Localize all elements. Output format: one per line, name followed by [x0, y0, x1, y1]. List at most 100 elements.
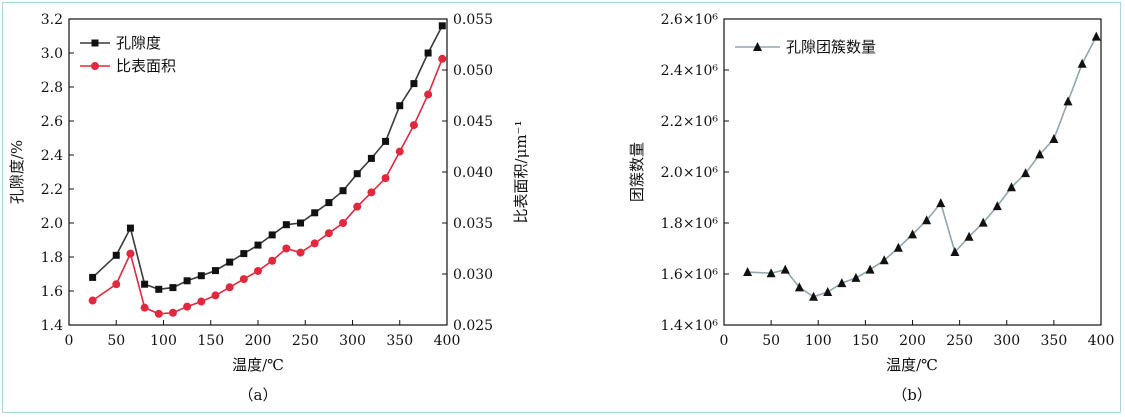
- x-tick-label-b: 300: [993, 333, 1020, 349]
- series-line-b-0: [747, 36, 1097, 298]
- data-point-circle: [112, 280, 121, 289]
- y-tick-label-b: 1.6×10⁶: [661, 267, 719, 283]
- x-tick-label-a: 100: [150, 333, 177, 349]
- data-point-circle: [367, 188, 376, 197]
- data-point-triangle: [1035, 149, 1045, 159]
- data-point-circle: [339, 219, 348, 227]
- y-tick-label-a: 1.4: [41, 318, 63, 334]
- data-point-circle: [254, 266, 262, 275]
- data-point-triangle: [936, 198, 946, 208]
- y2-tick-label-a: 0.040: [453, 165, 493, 181]
- data-point-square: [353, 170, 361, 178]
- data-point-circle: [310, 239, 319, 248]
- data-point-square: [382, 137, 390, 145]
- y-tick-label-a: 2.2: [41, 182, 63, 198]
- y2-tick-label-a: 0.045: [453, 114, 493, 130]
- data-point-square: [396, 102, 404, 110]
- data-point-square: [197, 272, 205, 280]
- y-tick-label-a: 1.8: [41, 250, 63, 266]
- data-point-circle: [239, 275, 248, 284]
- data-point-circle: [211, 291, 220, 300]
- legend-a: 孔隙度 比表面积: [80, 34, 176, 75]
- data-point-triangle: [978, 217, 988, 227]
- data-point-triangle: [1049, 134, 1059, 144]
- data-point-triangle: [922, 215, 932, 225]
- data-point-circle: [324, 229, 333, 238]
- y2-axis-label-a: 比表面积/μm⁻¹: [512, 121, 530, 224]
- data-point-square: [282, 221, 290, 229]
- x-tick-label-a: 250: [292, 333, 319, 349]
- data-point-circle: [140, 303, 149, 312]
- data-point-triangle: [823, 287, 833, 297]
- data-point-square: [367, 154, 375, 162]
- data-point-triangle: [1091, 31, 1101, 41]
- data-point-circle: [424, 90, 433, 99]
- y-axis-label-b: 团簇数量: [628, 142, 646, 202]
- data-point-square: [112, 251, 120, 259]
- y-tick-label-b: 2.0×10⁶: [661, 165, 719, 181]
- x-tick-label-b: 400: [1088, 333, 1115, 349]
- data-point-triangle: [780, 264, 790, 274]
- data-point-triangle: [879, 255, 889, 265]
- data-point-circle: [353, 202, 362, 211]
- data-point-triangle: [1077, 58, 1087, 68]
- data-point-square: [155, 285, 163, 293]
- data-point-square: [438, 22, 446, 30]
- plot-area-b: [723, 18, 1102, 326]
- panel-b: 0 50 100 150 200 250 300 350 400 1.4×10⁶ 1.6×10⁶ 1.…: [628, 12, 1114, 404]
- y-axis-label-a: 孔隙度/%: [8, 140, 26, 204]
- series-line-a-1: [92, 58, 444, 315]
- data-point-circle: [296, 248, 305, 257]
- data-point-square: [410, 80, 418, 88]
- data-point-square: [268, 231, 276, 239]
- x-tick-label-b: 200: [899, 333, 926, 349]
- data-point-triangle: [837, 278, 847, 288]
- data-point-circle: [438, 54, 447, 63]
- y-tick-label-b: 2.6×10⁶: [661, 12, 719, 28]
- data-point-square: [325, 199, 333, 207]
- y-tick-label-b: 2.4×10⁶: [661, 63, 719, 79]
- data-point-triangle: [766, 268, 776, 278]
- data-point-square: [141, 280, 149, 288]
- data-point-circle: [225, 283, 234, 292]
- x-tick-label-a: 50: [107, 333, 125, 349]
- data-point-square: [211, 267, 219, 275]
- x-axis-label-a: 温度/℃: [232, 356, 284, 374]
- data-point-triangle: [950, 247, 960, 257]
- x-tick-label-b: 50: [762, 333, 780, 349]
- x-tick-label-b: 350: [1041, 333, 1068, 349]
- y-tick-label-a: 3.0: [41, 46, 63, 62]
- panel-a: 0 50 100 150 200 250 300 350 400 1.4 1.6 1.8 2.0 2.2 2…: [8, 12, 530, 404]
- y-tick-label-b: 1.4×10⁶: [661, 318, 719, 334]
- data-point-triangle: [964, 231, 974, 241]
- data-point-square: [297, 219, 305, 227]
- y-tick-label-a: 2.8: [41, 80, 63, 96]
- legend-label-porosity: 孔隙度: [116, 34, 161, 52]
- x-tick-label-a: 200: [245, 333, 272, 349]
- data-point-triangle: [865, 264, 875, 274]
- data-point-triangle: [1006, 182, 1016, 192]
- data-point-square: [339, 187, 347, 195]
- data-point-triangle: [809, 291, 819, 301]
- data-point-square: [424, 49, 432, 57]
- data-point-triangle: [1063, 96, 1073, 106]
- data-point-circle: [197, 297, 206, 306]
- y-tick-label-b: 2.2×10⁶: [661, 114, 719, 130]
- x-tick-label-a: 150: [197, 333, 224, 349]
- x-tick-label-b: 100: [805, 333, 832, 349]
- data-point-triangle: [1021, 168, 1031, 178]
- x-tick-label-b: 150: [852, 333, 879, 349]
- x-tick-label-a: 400: [434, 333, 461, 349]
- panel-label-a: （a）: [239, 386, 278, 404]
- data-point-triangle: [743, 267, 753, 277]
- y-tick-label-a: 2.4: [41, 148, 63, 164]
- y-tick-label-a: 2.0: [41, 216, 63, 232]
- legend-label-cluster-count: 孔隙团簇数量: [786, 38, 876, 56]
- y2-tick-label-a: 0.035: [453, 216, 493, 232]
- data-point-circle: [183, 302, 192, 311]
- y-tick-label-b: 1.8×10⁶: [661, 216, 719, 232]
- data-point-triangle: [794, 282, 804, 292]
- data-point-square: [254, 241, 262, 249]
- x-tick-label-b: 0: [720, 333, 729, 349]
